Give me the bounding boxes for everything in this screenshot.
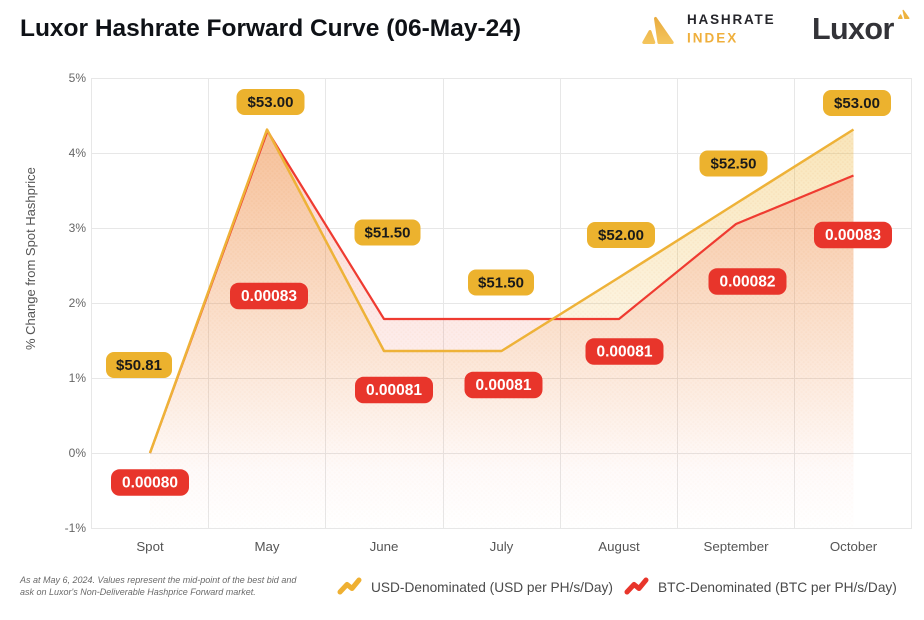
svg-text:5%: 5% (69, 71, 87, 85)
svg-text:$51.50: $51.50 (365, 225, 411, 242)
svg-text:June: June (370, 539, 399, 554)
svg-text:4%: 4% (69, 146, 87, 160)
svg-text:2%: 2% (69, 296, 87, 310)
svg-text:$50.81: $50.81 (116, 357, 162, 374)
svg-text:-1%: -1% (65, 521, 87, 535)
svg-text:Luxor: Luxor (812, 12, 894, 46)
svg-text:$51.50: $51.50 (478, 275, 524, 292)
svg-text:July: July (490, 539, 514, 554)
svg-text:0.00081: 0.00081 (596, 344, 652, 361)
svg-text:$52.00: $52.00 (598, 227, 644, 244)
svg-text:0.00080: 0.00080 (122, 475, 178, 492)
svg-text:HASHRATE: HASHRATE (687, 12, 775, 27)
svg-text:September: September (703, 539, 769, 554)
svg-text:INDEX: INDEX (687, 31, 738, 46)
svg-text:As at May 6, 2024. Values repr: As at May 6, 2024. Values represent the … (19, 575, 297, 585)
svg-text:August: August (598, 539, 640, 554)
svg-text:0.00083: 0.00083 (241, 288, 297, 305)
svg-text:0.00081: 0.00081 (475, 377, 531, 394)
svg-text:% Change from Spot Hashprice: % Change from Spot Hashprice (23, 167, 38, 350)
svg-text:3%: 3% (69, 221, 87, 235)
svg-text:USD-Denominated (USD per PH/s/: USD-Denominated (USD per PH/s/Day) (371, 580, 613, 595)
svg-text:0.00081: 0.00081 (366, 382, 422, 399)
svg-text:ask on Luxor's Non-Deliverable: ask on Luxor's Non-Deliverable Hashprice… (20, 587, 256, 597)
svg-text:0.00082: 0.00082 (719, 274, 775, 291)
svg-text:Spot: Spot (136, 539, 164, 554)
svg-text:1%: 1% (69, 371, 87, 385)
svg-text:0.00083: 0.00083 (825, 227, 881, 244)
svg-text:$52.50: $52.50 (711, 156, 757, 173)
svg-text:$53.00: $53.00 (248, 94, 294, 111)
svg-text:October: October (830, 539, 878, 554)
svg-text:0%: 0% (69, 446, 87, 460)
svg-text:BTC-Denominated (BTC per PH/s/: BTC-Denominated (BTC per PH/s/Day) (658, 580, 897, 595)
svg-text:$53.00: $53.00 (834, 95, 880, 112)
svg-text:May: May (254, 539, 279, 554)
